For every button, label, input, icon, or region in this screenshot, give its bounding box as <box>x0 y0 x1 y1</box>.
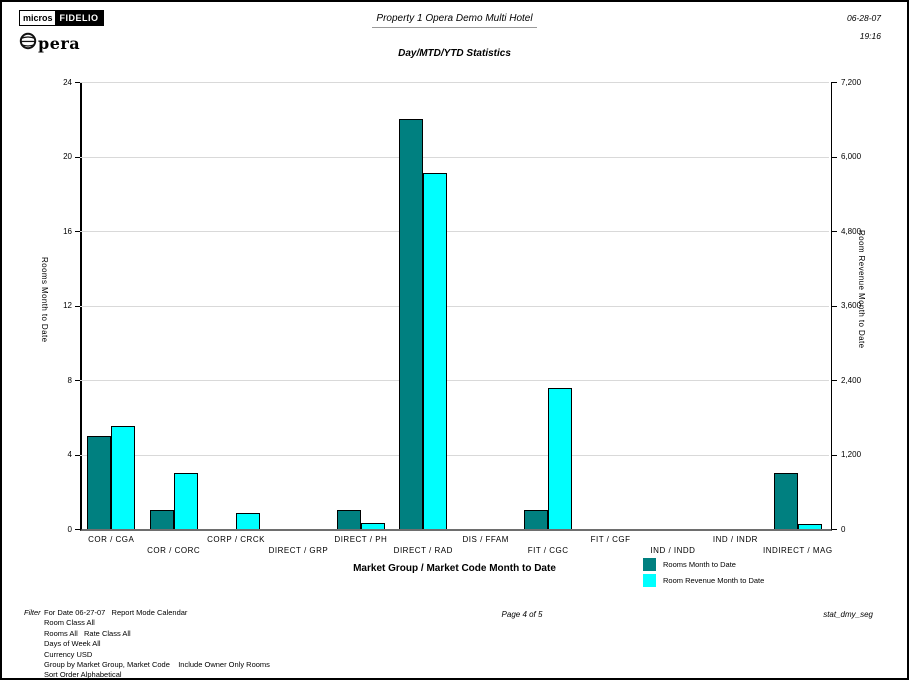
gridline <box>80 82 829 83</box>
report-title: Property 1 Opera Demo Multi Hotel <box>372 13 537 28</box>
x-category-label: DIRECT / PH <box>334 535 388 544</box>
right-tick <box>832 231 837 232</box>
right-tick <box>832 529 837 530</box>
left-tick-label: 8 <box>67 375 72 385</box>
bar-rooms <box>149 510 174 529</box>
page-number: Page 4 of 5 <box>501 610 543 619</box>
x-category-label: DIRECT / RAD <box>393 546 453 555</box>
bar-revenue <box>236 512 261 529</box>
x-category-label: INDIRECT / MAG <box>763 546 833 555</box>
x-category-label: IND / INDD <box>650 546 696 555</box>
left-tick <box>75 82 80 83</box>
right-tick-label: 3,600 <box>841 301 862 310</box>
opera-logo-text: pera <box>38 34 81 53</box>
right-tick-label: 2,400 <box>841 375 862 385</box>
left-tick <box>75 156 80 158</box>
left-tick-label: 24 <box>63 77 72 87</box>
micros-fidelio-logo: micros FIDELIO <box>19 10 104 26</box>
right-tick <box>832 305 837 307</box>
bar-revenue <box>173 473 198 529</box>
filter-line: Group by Market Group, Market Code Inclu… <box>44 660 270 670</box>
legend: Rooms Month to Date Room Revenue Month t… <box>643 558 764 590</box>
right-tick <box>832 82 837 83</box>
bar-revenue <box>423 173 448 529</box>
legend-label: Rooms Month to Date <box>663 560 736 569</box>
gridline <box>80 380 829 381</box>
report-time: 19:16 <box>859 31 881 41</box>
plot-area <box>80 82 832 531</box>
rooms-swatch-icon <box>643 558 656 571</box>
legend-item-rooms: Rooms Month to Date <box>643 558 764 571</box>
bar-rooms <box>87 435 112 529</box>
opera-globe-icon <box>19 32 37 55</box>
x-category-label: IND / INDR <box>712 535 758 544</box>
filter-line: Rooms All Rate Class All <box>44 628 131 638</box>
x-category-label: FIT / CGF <box>590 535 631 544</box>
left-tick-label: 12 <box>63 301 72 310</box>
bar-rooms <box>773 473 798 529</box>
gridline <box>80 454 829 456</box>
right-tick-label: 0 <box>841 524 846 534</box>
legend-label: Room Revenue Month to Date <box>663 576 765 585</box>
report-date: 06-28-07 <box>846 13 881 23</box>
bar-rooms <box>336 510 361 529</box>
left-tick-label: 4 <box>67 450 72 459</box>
micros-logo-text: micros <box>20 11 55 25</box>
x-category-label: FIT / CGC <box>527 546 569 555</box>
fidelio-logo-text: FIDELIO <box>54 11 103 25</box>
left-tick <box>75 305 80 307</box>
bar-revenue <box>360 523 385 529</box>
report-subtitle: Day/MTD/YTD Statistics <box>398 48 511 59</box>
legend-item-revenue: Room Revenue Month to Date <box>643 574 764 587</box>
filter-line: Currency USD <box>44 649 93 659</box>
x-category-label: DIRECT / GRP <box>268 546 329 555</box>
right-tick-label: 6,000 <box>841 152 862 161</box>
left-tick-label: 16 <box>63 226 72 236</box>
right-tick <box>832 380 837 381</box>
left-tick-label: 0 <box>67 524 72 534</box>
filter-label: Filter <box>24 608 41 617</box>
left-axis-label: Rooms Month to Date <box>40 257 49 343</box>
datetime-block: 06-28-07 19:16 <box>847 9 881 45</box>
right-tick-label: 7,200 <box>841 77 862 87</box>
left-tick <box>75 529 80 530</box>
bar-rooms <box>399 119 424 529</box>
left-tick <box>75 454 80 456</box>
right-tick-label: 4,800 <box>841 226 862 236</box>
gridline <box>80 231 829 232</box>
right-tick <box>832 156 837 158</box>
bar-revenue <box>797 524 822 529</box>
filter-lines: For Date 06-27-07 Report Mode Calendar Ro… <box>44 608 270 680</box>
left-tick-label: 20 <box>63 152 72 161</box>
revenue-swatch-icon <box>643 574 656 587</box>
logo-block: micros FIDELIO pera <box>19 8 104 55</box>
x-category-label: CORP / CRCK <box>207 535 265 544</box>
filter-line: Room Class All <box>44 618 95 628</box>
x-category-label: DIS / FFAM <box>462 535 509 544</box>
filter-line: Sort Order Alphabetical <box>44 670 122 680</box>
report-id: stat_dmy_seg <box>823 610 873 619</box>
opera-logo: pera <box>19 32 104 55</box>
filter-line: Days of Week All <box>44 639 101 649</box>
x-axis-title: Market Group / Market Code Month to Date <box>353 563 556 574</box>
left-tick <box>75 231 80 232</box>
gridline <box>80 156 829 158</box>
right-tick <box>832 454 837 456</box>
right-axis-label: Room Revenue Month to Date <box>857 230 866 349</box>
filter-line: For Date 06-27-07 Report Mode Calendar <box>44 608 188 617</box>
gridline <box>80 305 829 307</box>
right-tick-label: 1,200 <box>841 450 862 459</box>
bar-rooms <box>524 510 549 529</box>
bar-revenue <box>548 388 573 529</box>
x-category-label: COR / CORC <box>147 546 201 555</box>
left-tick <box>75 380 80 381</box>
x-category-label: COR / CGA <box>88 535 135 544</box>
bar-revenue <box>111 425 136 529</box>
